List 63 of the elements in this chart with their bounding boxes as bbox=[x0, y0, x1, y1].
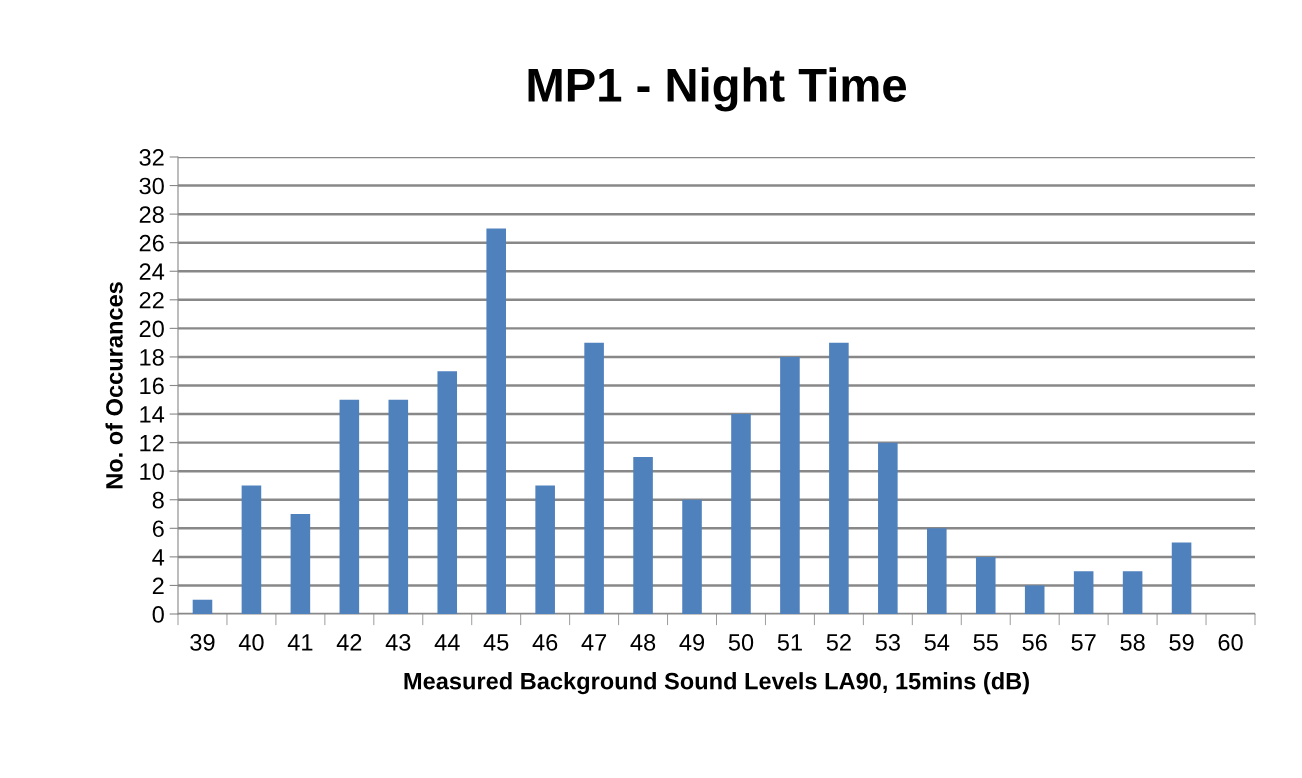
y-tick-label: 6 bbox=[152, 520, 164, 538]
bar bbox=[927, 528, 947, 614]
bar bbox=[535, 485, 555, 614]
x-tick-label: 41 bbox=[287, 634, 313, 651]
bar bbox=[633, 456, 653, 614]
y-tick-label: 14 bbox=[140, 406, 165, 423]
y-axis-title: No. of Occurances bbox=[105, 282, 123, 489]
y-tick-label: 2 bbox=[152, 577, 164, 594]
bar bbox=[290, 514, 311, 614]
y-tick-label: 0 bbox=[152, 606, 164, 623]
bar bbox=[486, 228, 506, 614]
x-tick-label: 53 bbox=[875, 634, 900, 651]
bar bbox=[241, 485, 262, 614]
x-tick-label: 59 bbox=[1169, 634, 1194, 651]
y-tick-label: 8 bbox=[152, 491, 164, 509]
chart-title: MP1 - Night Time bbox=[528, 67, 906, 112]
y-tick-label: 20 bbox=[139, 320, 164, 338]
x-tick-label: 55 bbox=[973, 634, 998, 651]
x-tick-label: 40 bbox=[238, 634, 264, 651]
x-tick-label: 48 bbox=[630, 634, 656, 651]
y-tick-label: 12 bbox=[140, 434, 164, 452]
x-tick-label: 46 bbox=[532, 634, 558, 651]
bar bbox=[878, 442, 898, 614]
bar bbox=[682, 499, 702, 614]
x-tick-label: 54 bbox=[924, 634, 950, 651]
bar bbox=[975, 556, 996, 614]
x-tick-label: 56 bbox=[1022, 634, 1047, 651]
x-tick-label: 50 bbox=[728, 634, 754, 651]
y-tick-label: 32 bbox=[139, 149, 164, 166]
x-tick-label: 43 bbox=[385, 634, 411, 651]
y-tick-label: 18 bbox=[140, 349, 164, 366]
y-tick-label: 26 bbox=[139, 234, 164, 252]
bar bbox=[339, 399, 360, 614]
y-tick-label: 22 bbox=[139, 291, 164, 309]
x-tick-label: 58 bbox=[1120, 634, 1145, 651]
bar bbox=[192, 599, 213, 614]
x-axis-title: Measured Background Sound Levels LA90, 15mins (dB) bbox=[404, 672, 1029, 695]
bar bbox=[1024, 585, 1045, 614]
bar bbox=[1073, 571, 1094, 614]
bar bbox=[731, 414, 751, 614]
bar bbox=[388, 399, 409, 614]
x-tick-label: 42 bbox=[336, 634, 362, 651]
y-tick-label: 4 bbox=[152, 549, 165, 566]
x-tick-label: 39 bbox=[190, 634, 215, 651]
bar bbox=[584, 342, 604, 614]
x-tick-label: 49 bbox=[679, 634, 705, 651]
y-tick-label: 28 bbox=[139, 206, 164, 223]
y-tick-label: 10 bbox=[140, 463, 164, 480]
x-tick-label: 45 bbox=[483, 634, 509, 651]
x-tick-label: 47 bbox=[581, 634, 607, 651]
x-tick-label: 51 bbox=[777, 634, 802, 651]
y-tick-label: 24 bbox=[139, 263, 165, 280]
bar bbox=[1171, 542, 1192, 614]
bar bbox=[829, 342, 849, 614]
y-tick-label: 16 bbox=[140, 377, 164, 395]
bar bbox=[1122, 571, 1143, 614]
x-tick-label: 52 bbox=[826, 634, 851, 651]
x-tick-label: 57 bbox=[1071, 634, 1096, 651]
x-tick-label: 60 bbox=[1218, 634, 1243, 651]
x-tick-label: 44 bbox=[434, 634, 460, 651]
bar bbox=[437, 371, 458, 614]
y-tick-label: 30 bbox=[139, 177, 164, 195]
bar bbox=[780, 356, 800, 614]
